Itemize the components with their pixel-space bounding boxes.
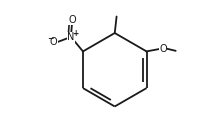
- Text: O: O: [50, 37, 58, 47]
- Text: +: +: [73, 29, 79, 38]
- Text: −: −: [47, 34, 53, 43]
- Text: O: O: [68, 15, 76, 25]
- Text: O: O: [159, 44, 167, 53]
- Text: N: N: [67, 32, 75, 42]
